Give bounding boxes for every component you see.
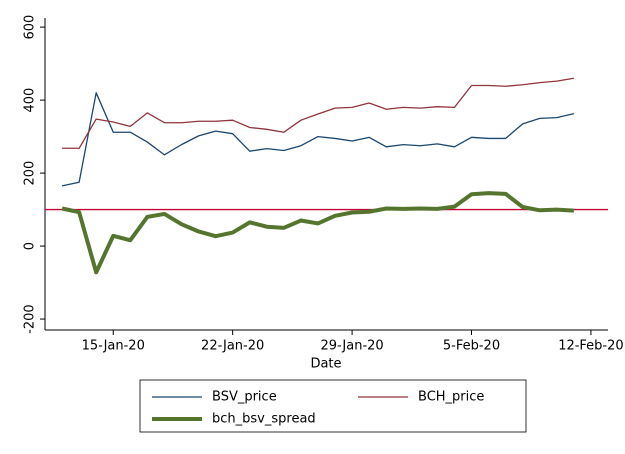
x-tick-label: 12-Feb-20 (558, 339, 623, 354)
y-tick-label: 600 (23, 15, 38, 40)
x-tick-label: 29-Jan-20 (320, 339, 383, 354)
plot-area (45, 18, 608, 330)
y-tick-label: 0 (23, 242, 38, 250)
x-axis-label: Date (310, 357, 341, 372)
series-line (61, 191, 575, 275)
y-tick-label: -200 (23, 304, 38, 334)
series-line (61, 92, 575, 187)
legend-label: BCH_price (418, 390, 484, 405)
legend-label: bch_bsv_spread (212, 412, 316, 427)
x-tick-label: 15-Jan-20 (82, 339, 145, 354)
legend-box (139, 379, 527, 433)
x-tick-label: 5-Feb-20 (443, 339, 500, 354)
y-tick-label: 200 (23, 161, 38, 186)
y-tick-label: 400 (23, 88, 38, 113)
legend-label: BSV_price (212, 390, 277, 405)
x-tick-label: 22-Jan-20 (201, 339, 264, 354)
series-line (62, 77, 574, 149)
